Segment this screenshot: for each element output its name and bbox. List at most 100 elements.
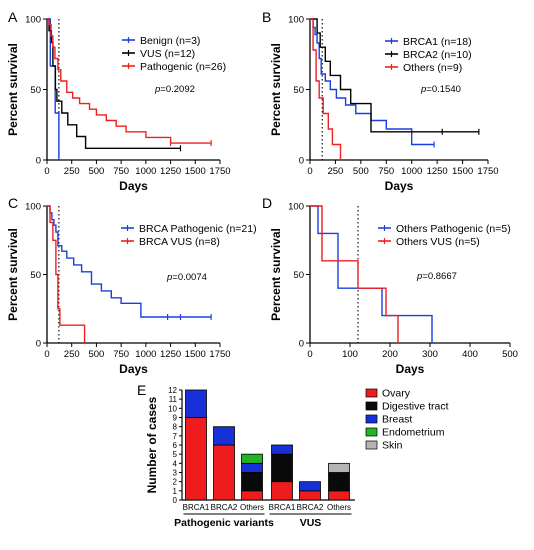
p-value: p=0.0074 — [166, 272, 207, 283]
x-tick-label: 250 — [64, 349, 80, 360]
bar-segment — [213, 444, 235, 501]
bar-segment — [328, 462, 350, 473]
survival-curve-2 — [47, 18, 212, 144]
legend-swatch — [365, 401, 378, 411]
y-tick-label: 6 — [173, 441, 178, 450]
legend-label: Others (n=9) — [403, 62, 462, 74]
bar-segment — [185, 417, 207, 501]
x-tick-label: 1000 — [401, 166, 422, 177]
x-tick-label: 1000 — [135, 349, 156, 360]
x-tick-label: 1750 — [477, 166, 498, 177]
p-value: p=0.8667 — [416, 271, 457, 282]
x-tick-label: 1750 — [209, 349, 230, 360]
bar-segment — [271, 453, 293, 483]
y-axis-label: Percent survival — [6, 43, 20, 136]
y-axis-label: Percent survival — [269, 228, 283, 321]
legend-label: BRCA Pathogenic (n=21) — [139, 223, 257, 235]
x-tick-label: 1000 — [135, 166, 156, 177]
y-tick-label: 1 — [173, 487, 178, 496]
x-axis-label: Days — [119, 362, 148, 376]
y-tick-label: 12 — [168, 386, 177, 395]
y-tick-label: 0 — [299, 156, 304, 167]
bar-segment — [328, 472, 350, 492]
y-axis-label: Number of cases — [145, 396, 159, 493]
survival-curve-0 — [47, 205, 212, 318]
legend-label: Benign (n=3) — [140, 35, 200, 47]
bar-segment — [241, 472, 263, 492]
x-tick-label: 250 — [327, 166, 343, 177]
x-tick-label: 500 — [88, 349, 104, 360]
p-value: p=0.2092 — [154, 84, 195, 95]
y-tick-label: 100 — [288, 202, 304, 213]
survival-curve-1 — [47, 205, 86, 343]
bar-segment — [185, 389, 207, 418]
group-label: Pathogenic variants — [174, 517, 274, 529]
x-tick-label: 1500 — [452, 166, 473, 177]
panel-letter: A — [8, 9, 18, 25]
bar-segment — [213, 426, 235, 446]
legend-label: Pathogenic (n=26) — [140, 61, 226, 73]
panel-letter: E — [137, 382, 146, 398]
y-tick-label: 0 — [36, 156, 41, 167]
survival-curve-0 — [310, 18, 435, 146]
bar-segment — [271, 444, 293, 455]
x-tick-label: 500 — [502, 349, 518, 360]
panel-letter: D — [262, 195, 272, 211]
y-tick-label: 100 — [25, 15, 41, 26]
x-tick-label: 300 — [422, 349, 438, 360]
x-axis-label: Days — [119, 179, 148, 193]
category-label: BRCA2 — [297, 503, 324, 512]
category-label: BRCA1 — [269, 503, 296, 512]
x-axis-label: Days — [396, 362, 425, 376]
y-tick-label: 8 — [173, 423, 178, 432]
y-tick-label: 100 — [25, 202, 41, 213]
bar-segment — [241, 453, 263, 464]
legend-label: Others Pathogenic (n=5) — [396, 223, 511, 235]
legend-label: Skin — [382, 440, 403, 452]
y-tick-label: 10 — [168, 404, 177, 413]
legend-swatch — [365, 427, 378, 437]
legend-label: BRCA2 (n=10) — [403, 49, 472, 61]
y-tick-label: 0 — [299, 339, 304, 350]
x-tick-label: 750 — [378, 166, 394, 177]
x-tick-label: 1500 — [185, 166, 206, 177]
x-tick-label: 0 — [307, 349, 312, 360]
survival-curve-1 — [310, 205, 399, 343]
panel-letter: B — [262, 9, 271, 25]
x-tick-label: 1500 — [185, 349, 206, 360]
x-tick-label: 1250 — [160, 166, 181, 177]
bar-segment — [299, 481, 321, 492]
legend-label: Ovary — [382, 388, 411, 400]
legend-label: Breast — [382, 414, 412, 426]
legend-label: Others VUS (n=5) — [396, 236, 480, 248]
legend-label: BRCA1 (n=18) — [403, 36, 472, 48]
y-tick-label: 50 — [293, 85, 304, 96]
x-tick-label: 400 — [462, 349, 478, 360]
x-tick-label: 750 — [113, 349, 129, 360]
y-tick-label: 50 — [293, 270, 304, 281]
y-tick-label: 50 — [30, 270, 41, 281]
x-tick-label: 500 — [88, 166, 104, 177]
legend-label: Endometrium — [382, 427, 445, 439]
panel-d: D 0 50 100 0 100 200 300 400 500 Days Percent survi… — [262, 195, 518, 376]
y-tick-label: 100 — [288, 15, 304, 26]
y-tick-label: 2 — [173, 478, 178, 487]
legend-label: Digestive tract — [382, 401, 449, 413]
x-tick-label: 250 — [64, 166, 80, 177]
category-label: Others — [327, 503, 351, 512]
y-axis-label: Percent survival — [6, 228, 20, 321]
y-tick-label: 0 — [36, 339, 41, 350]
y-tick-label: 0 — [173, 496, 178, 505]
x-tick-label: 100 — [342, 349, 358, 360]
bar-segment — [328, 490, 350, 501]
survival-curve-1 — [310, 18, 479, 133]
bar-segment — [299, 490, 321, 501]
y-axis-label: Percent survival — [269, 43, 283, 136]
y-tick-label: 11 — [169, 395, 178, 404]
legend-label: VUS (n=12) — [140, 48, 195, 60]
x-tick-label: 1250 — [160, 349, 181, 360]
